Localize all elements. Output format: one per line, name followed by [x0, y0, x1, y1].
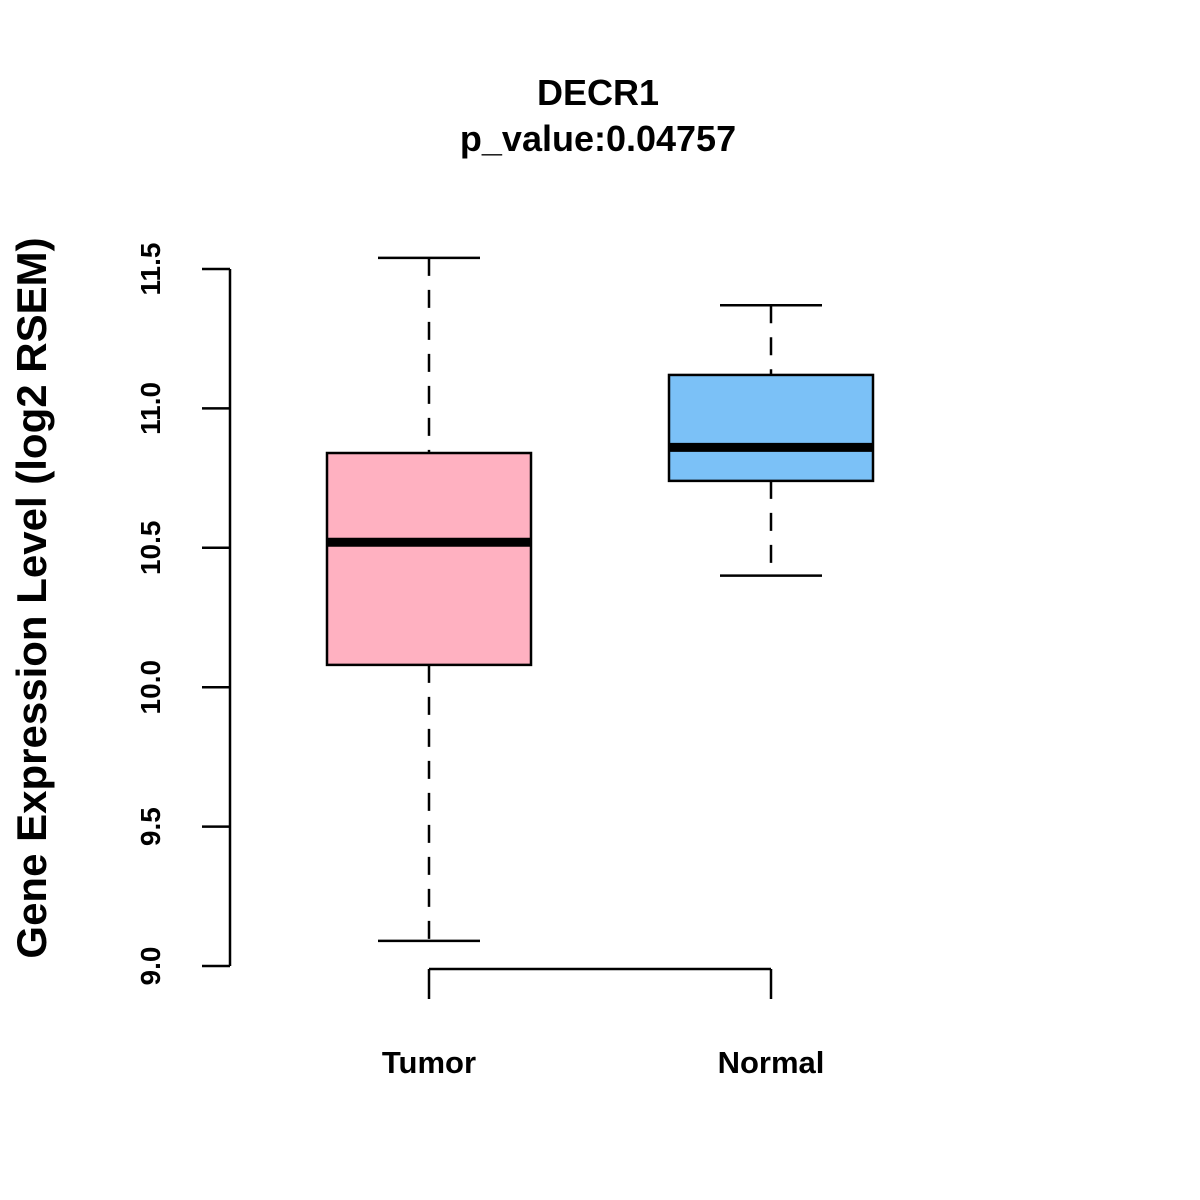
iqr-box [667, 373, 875, 483]
x-axis: Tumor Normal [382, 967, 825, 1080]
y-tick-label: 11.0 [135, 382, 166, 435]
chart-subtitle: p_value:0.04757 [460, 118, 736, 159]
y-tick-label: 10.0 [135, 660, 166, 715]
y-tick-label: 10.5 [135, 521, 166, 576]
iqr-box [325, 451, 533, 667]
y-tick-label: 9.0 [135, 947, 166, 986]
box-tumor [325, 256, 533, 943]
x-tick-label: Normal [718, 1045, 825, 1080]
chart-title: DECR1 [537, 72, 659, 113]
box-normal [667, 303, 875, 577]
x-tick-label: Tumor [382, 1045, 476, 1080]
y-axis-label: Gene Expression Level (log2 RSEM) [8, 237, 55, 958]
y-tick-label: 9.5 [135, 807, 166, 846]
y-tick-label: 11.5 [135, 243, 166, 296]
y-axis: 9.0 9.5 10.0 10.5 11.0 11.5 [135, 243, 232, 986]
boxes [325, 256, 875, 943]
